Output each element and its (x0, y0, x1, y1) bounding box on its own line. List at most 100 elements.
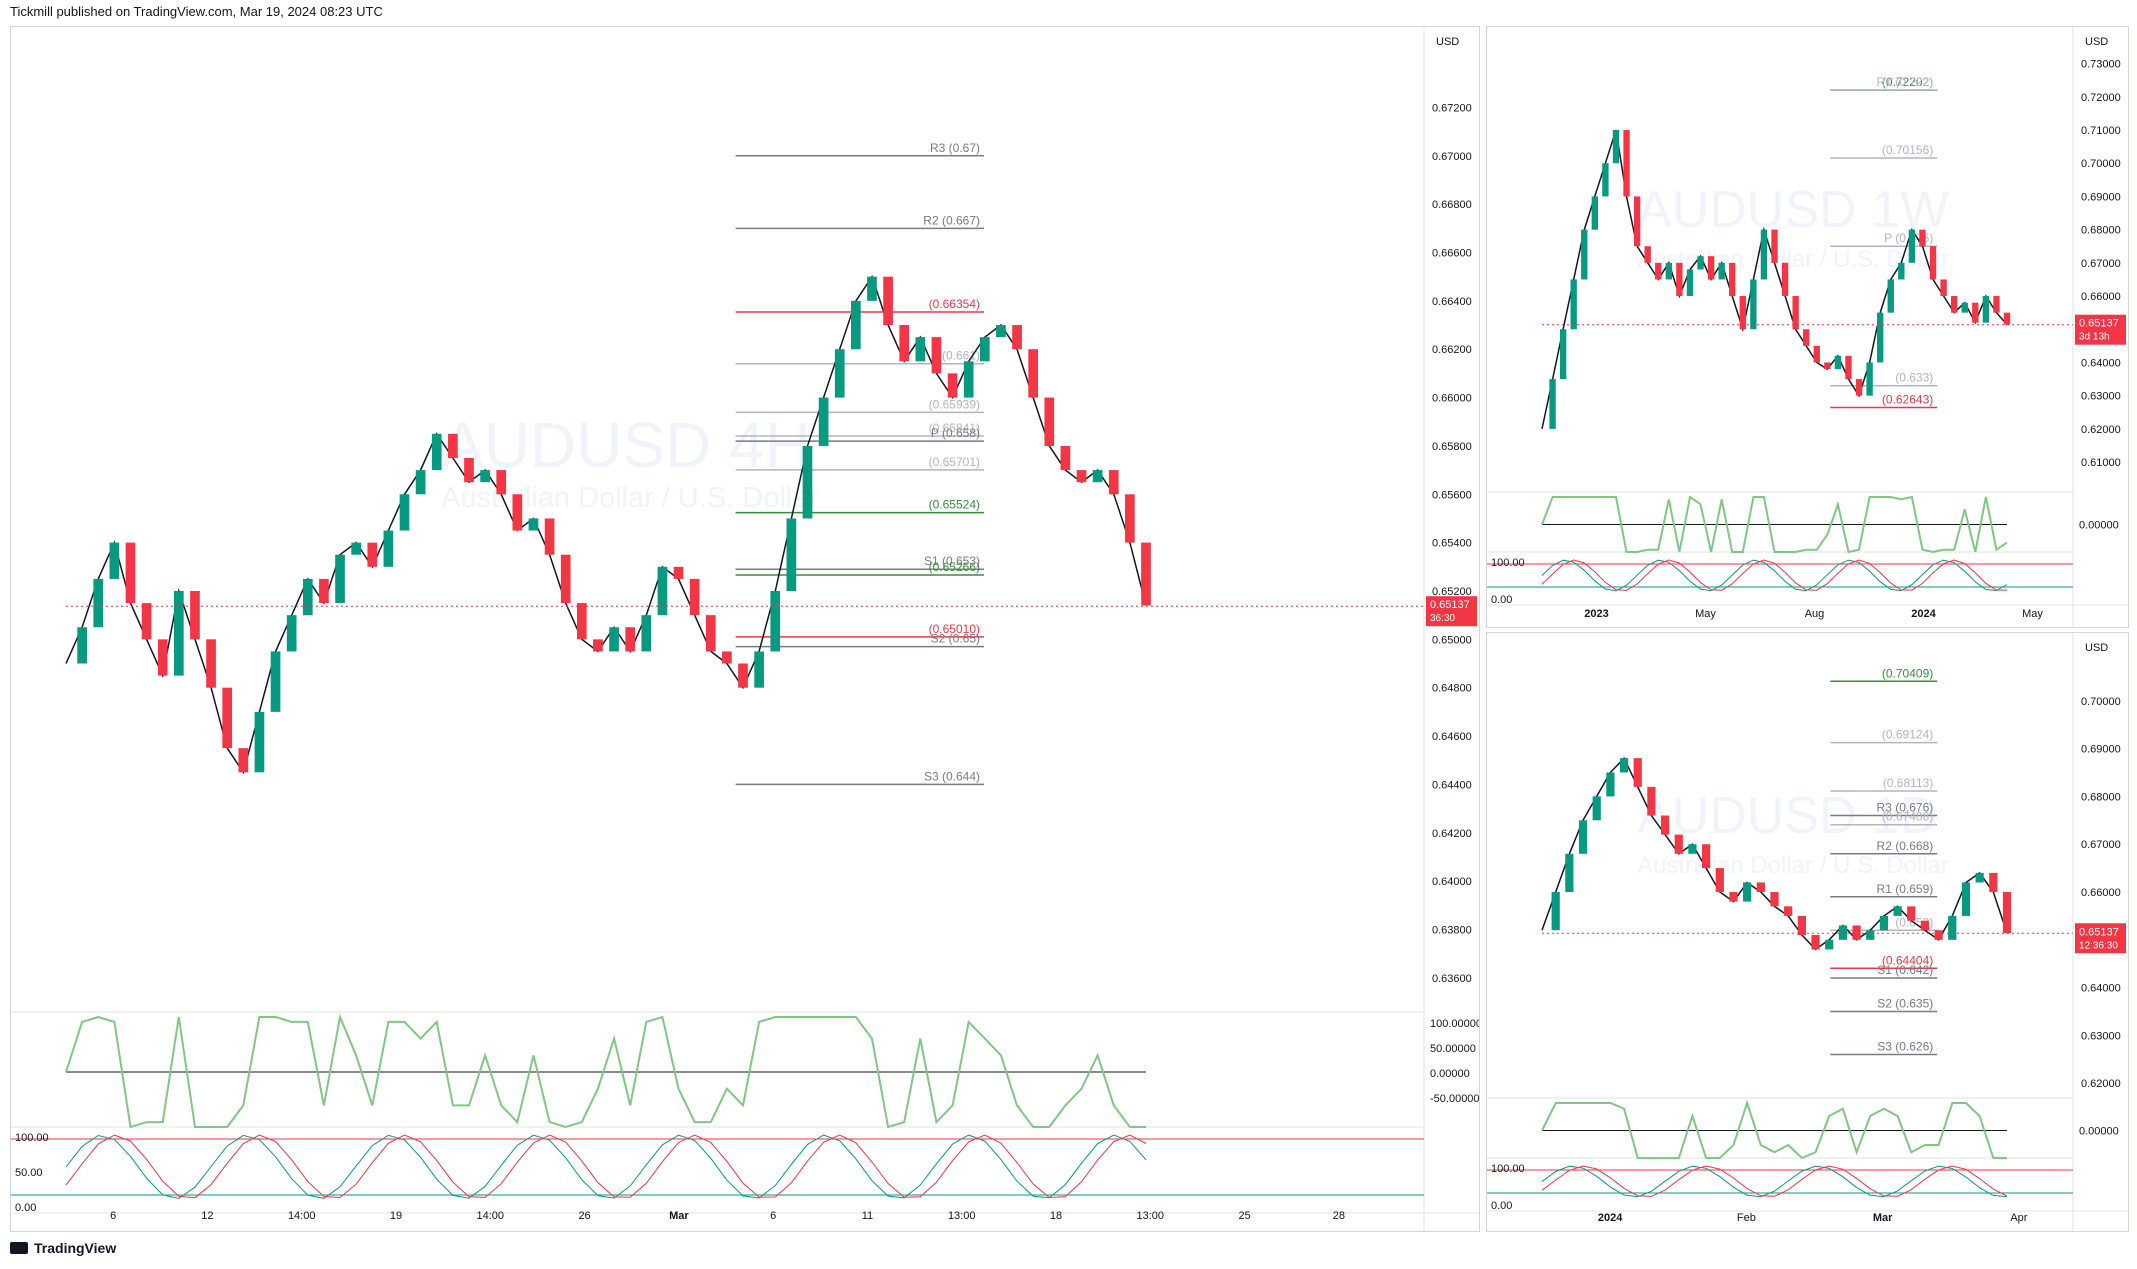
weekly-chart-panel[interactable]: AUDUSD 1W Australian Dollar / U.S. Dollar… (1486, 26, 2129, 628)
price-candle (109, 542, 120, 579)
price-candle (1665, 262, 1672, 280)
level-label: R3 (0.676) (1877, 801, 1934, 815)
price-candle (206, 639, 216, 688)
osc2-tick-label: 100.00 (15, 1132, 49, 1144)
price-candle (528, 518, 539, 531)
price-candle (512, 494, 523, 531)
level-label: P (0.658) (931, 426, 980, 440)
publish-header: Tickmill published on TradingView.com, M… (10, 4, 383, 19)
price-candle (351, 542, 361, 555)
price-candle (1811, 935, 1820, 950)
price-candle (1592, 796, 1601, 821)
symbol-watermark: AUDUSD 1W (1637, 181, 1949, 239)
currency-label: USD (2085, 642, 2108, 654)
price-candle (1619, 758, 1629, 773)
price-candle (641, 615, 652, 652)
main-chart-panel[interactable]: AUDUSD 4H Australian Dollar / U.S. Dollar… (10, 26, 1480, 1232)
osc2-tick-label: 100.00 (1491, 557, 1525, 569)
time-tick-label: 2024 (1598, 1212, 1623, 1224)
price-tick-label: 0.63000 (2081, 391, 2121, 403)
bar-countdown: 3d 13h (2079, 332, 2110, 343)
price-candle (1125, 494, 1135, 543)
price-candle (963, 361, 974, 398)
level-label: (0.66354) (929, 297, 980, 311)
price-candle (560, 554, 571, 604)
price-candle (544, 518, 555, 555)
price-candle (464, 458, 474, 483)
daily-chart-panel[interactable]: AUDUSD 1D Australian Dollar / U.S. Dollar… (1486, 632, 2129, 1232)
osc1-line (1541, 1099, 2007, 1160)
stoch-k-line (1541, 559, 2008, 592)
price-candle (689, 578, 700, 616)
osc1-tick-label: 50.00000 (1430, 1043, 1476, 1055)
level-label: (0.67408) (1882, 810, 1933, 824)
price-candle (254, 711, 265, 773)
price-candle (222, 687, 233, 749)
price-candle (673, 566, 684, 579)
price-candle (93, 578, 104, 628)
price-candle (1697, 256, 1704, 270)
last-price-badge (2075, 314, 2126, 345)
level-label: S1 (0.653) (924, 554, 980, 568)
price-candle (1950, 296, 1958, 313)
price-candle (2002, 892, 2012, 934)
price-candle (1092, 470, 1103, 483)
price-candle (1028, 349, 1038, 398)
price-tick-label: 0.62000 (2081, 1078, 2121, 1090)
level-label: (0.65266) (929, 560, 980, 574)
time-tick-label: Apr (2010, 1212, 2027, 1224)
price-candle (834, 349, 845, 398)
level-label: (0.69124) (1882, 728, 1933, 742)
price-candle (1975, 872, 1984, 883)
price-candle (931, 337, 942, 374)
price-candle (1982, 296, 1990, 323)
price-tick-label: 0.69000 (2081, 191, 2121, 203)
symbol-watermark: AUDUSD 4H (441, 409, 811, 481)
price-candle (1770, 892, 1779, 907)
price-candle (1647, 786, 1656, 816)
price-candle (1824, 362, 1831, 370)
price-candle (1919, 229, 1926, 247)
price-candle (1718, 262, 1725, 280)
time-tick-label: May (2022, 608, 2043, 620)
price-candle (1739, 296, 1746, 330)
price-candle (1756, 882, 1765, 893)
price-candle (1934, 930, 1943, 940)
price-candle (1940, 279, 1947, 297)
price-tick-label: 0.65600 (1432, 489, 1472, 501)
osc1-tick-label: 0.00000 (1430, 1068, 1470, 1080)
price-candle (1866, 362, 1873, 396)
time-tick-label: 12 (201, 1210, 213, 1222)
price-candle (125, 542, 136, 604)
osc2-tick-label: 0.00 (15, 1202, 36, 1214)
price-candle (786, 518, 797, 591)
price-candle (1866, 930, 1875, 940)
price-candle (1044, 397, 1055, 446)
tradingview-brand: TradingView (10, 1240, 116, 1256)
price-candle (174, 590, 184, 676)
price-candle (1893, 906, 1902, 916)
price-candle (238, 748, 249, 773)
price-candle (319, 578, 329, 604)
price-candle (754, 651, 764, 688)
price-candle (1141, 542, 1151, 606)
price-candle (947, 373, 958, 398)
price-candle (1771, 229, 1778, 263)
level-label: S3 (0.626) (1877, 1040, 1933, 1054)
price-candle (1743, 882, 1752, 902)
price-candle (1606, 772, 1615, 797)
price-tick-label: 0.66000 (2081, 291, 2121, 303)
osc1-line (65, 1013, 1146, 1129)
price-candle (1797, 915, 1806, 936)
price-tick-label: 0.66000 (1432, 393, 1472, 405)
level-label: (0.72202) (1882, 75, 1933, 89)
price-candle (1813, 345, 1820, 363)
price-candle (1707, 256, 1715, 280)
osc2-tick-label: 100.00 (1491, 1163, 1525, 1175)
price-candle (1993, 296, 2000, 313)
price-tick-label: 0.66600 (1432, 248, 1472, 260)
price-candle (1898, 262, 1905, 280)
time-tick-label: 11 (862, 1210, 873, 1222)
price-candle (1602, 163, 1609, 197)
